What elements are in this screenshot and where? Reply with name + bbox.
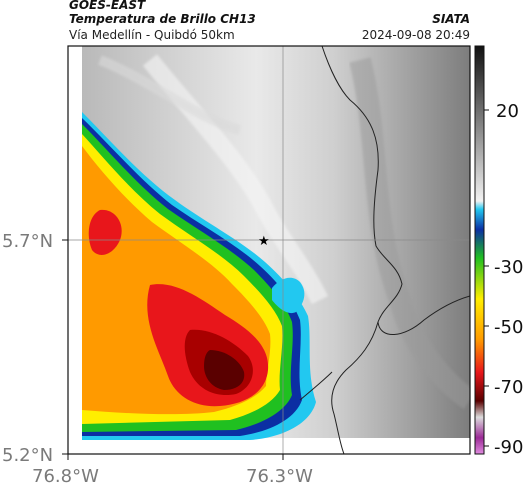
- lat-tick-label: 5.2°N: [2, 445, 53, 466]
- route-subtitle: Vía Medellín - Quibdó 50km: [69, 28, 235, 42]
- colorbar: 20 -30 -50 -70 -90: [474, 45, 523, 458]
- location-marker-icon: ★: [258, 234, 270, 249]
- lon-tick-label: 76.3°W: [246, 466, 313, 487]
- cloud-streak: [98, 55, 242, 135]
- lat-tick-label: 5.7°N: [2, 231, 53, 252]
- colorbar-label: -50: [494, 317, 523, 338]
- datetime-label: 2024-09-08 20:49: [361, 28, 470, 42]
- storm-cells: [82, 112, 316, 440]
- colorbar-label: 20: [496, 101, 519, 122]
- colorbar-scale: [474, 45, 485, 455]
- boundary-line: [299, 371, 333, 401]
- boundary-line: [321, 46, 470, 335]
- satellite-title: GOES-EAST: [69, 0, 146, 12]
- agency-label: SIATA: [432, 12, 470, 26]
- colorbar-label: -90: [494, 437, 523, 458]
- product-title: Temperatura de Brillo CH13: [69, 12, 256, 26]
- colorbar-label: -30: [494, 257, 523, 278]
- lon-tick-label: 76.8°W: [32, 466, 99, 487]
- plot-frame: [67, 45, 471, 455]
- boundary-line: [331, 321, 379, 454]
- colorbar-label: -70: [494, 377, 523, 398]
